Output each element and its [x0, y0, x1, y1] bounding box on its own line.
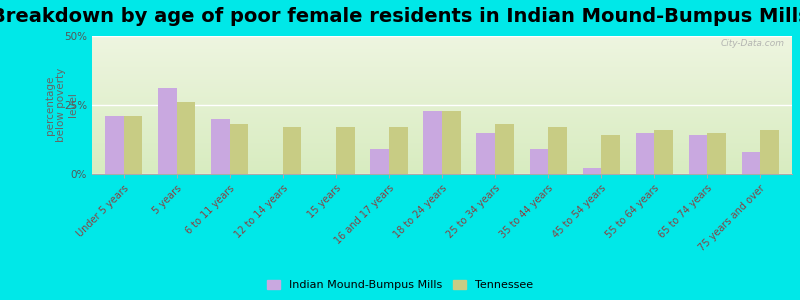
- Bar: [106, 116, 124, 174]
- Bar: [495, 124, 514, 174]
- Bar: [548, 127, 566, 174]
- Bar: [742, 152, 760, 174]
- Bar: [230, 124, 249, 174]
- Bar: [423, 110, 442, 174]
- Bar: [177, 102, 195, 174]
- Bar: [389, 127, 407, 174]
- Bar: [707, 133, 726, 174]
- Text: Breakdown by age of poor female residents in Indian Mound-Bumpus Mills: Breakdown by age of poor female resident…: [0, 8, 800, 26]
- Bar: [158, 88, 177, 174]
- Bar: [654, 130, 673, 174]
- Bar: [211, 119, 230, 174]
- Bar: [370, 149, 389, 174]
- Bar: [442, 110, 461, 174]
- Bar: [601, 135, 620, 174]
- Bar: [635, 133, 654, 174]
- Bar: [283, 127, 302, 174]
- Bar: [336, 127, 354, 174]
- Text: City-Data.com: City-Data.com: [721, 39, 785, 48]
- Y-axis label: percentage
below poverty
level: percentage below poverty level: [45, 68, 78, 142]
- Bar: [582, 169, 601, 174]
- Bar: [760, 130, 778, 174]
- Bar: [530, 149, 548, 174]
- Bar: [689, 135, 707, 174]
- Legend: Indian Mound-Bumpus Mills, Tennessee: Indian Mound-Bumpus Mills, Tennessee: [262, 275, 538, 294]
- Bar: [124, 116, 142, 174]
- Bar: [477, 133, 495, 174]
